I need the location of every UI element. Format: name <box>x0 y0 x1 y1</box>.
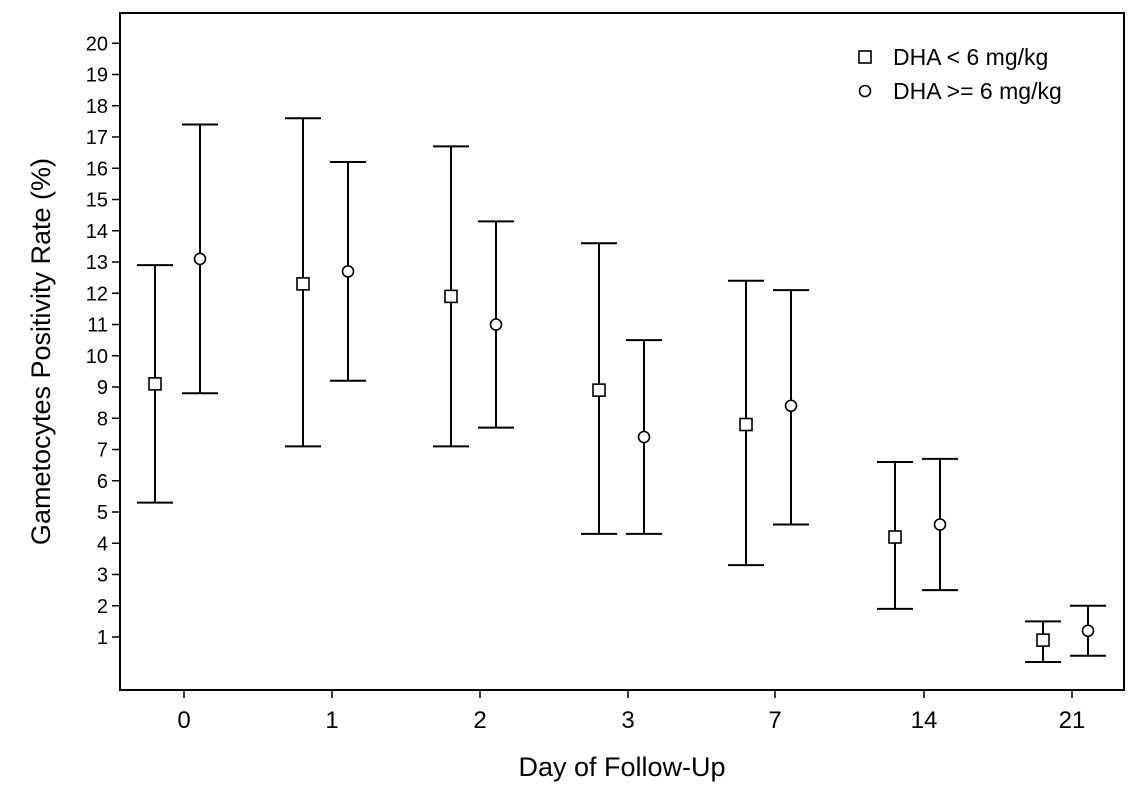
legend-label: DHA >= 6 mg/kg <box>893 78 1062 104</box>
y-tick-label: 10 <box>86 346 108 368</box>
y-tick-label: 6 <box>97 471 108 493</box>
data-point <box>193 252 207 266</box>
data-point <box>296 277 310 291</box>
legend-marker <box>858 50 872 64</box>
legend-marker <box>858 84 872 98</box>
y-tick-label: 3 <box>97 565 108 587</box>
plot-area <box>119 12 1125 691</box>
y-tick-label: 8 <box>97 408 108 430</box>
y-tick-label: 20 <box>86 33 108 55</box>
data-point <box>148 377 162 391</box>
y-tick-label: 2 <box>97 596 108 618</box>
y-tick-label: 12 <box>86 283 108 305</box>
x-axis-title: Day of Follow-Up <box>518 752 725 782</box>
y-tick-label: 19 <box>86 65 108 87</box>
data-point <box>637 430 651 444</box>
x-tick-label: 1 <box>325 707 338 734</box>
y-tick-label: 15 <box>86 190 108 212</box>
data-point <box>739 417 753 432</box>
y-tick-label: 13 <box>86 252 108 274</box>
series-2 <box>182 123 1106 657</box>
series-1 <box>137 117 1061 663</box>
plot-frame <box>119 12 1125 691</box>
y-axis-title: Gametocytes Positivity Rate (%) <box>26 158 56 545</box>
data-point <box>888 530 902 544</box>
y-tick-label: 14 <box>86 221 108 243</box>
data-point <box>489 318 503 331</box>
x-tick-label: 2 <box>473 707 486 734</box>
data-point <box>1081 624 1095 638</box>
data-point <box>784 399 798 413</box>
y-tick-label: 17 <box>86 127 108 149</box>
x-axis: 0 1 2 3 7 14 21 <box>177 690 1085 734</box>
y-tick-label: 11 <box>87 315 108 337</box>
y-tick-label: 16 <box>86 158 108 180</box>
y-tick-label: 5 <box>97 502 108 524</box>
data-point <box>933 518 947 531</box>
x-tick-label: 21 <box>1059 707 1086 734</box>
y-tick-label: 7 <box>97 440 108 462</box>
y-tick-label: 1 <box>97 627 108 649</box>
data-point <box>341 265 355 278</box>
y-tick-label: 9 <box>97 377 108 399</box>
x-tick-label: 14 <box>911 707 938 734</box>
x-tick-label: 7 <box>768 707 781 734</box>
legend-label: DHA < 6 mg/kg <box>893 44 1048 70</box>
y-tick-label: 4 <box>97 533 108 555</box>
x-tick-label: 3 <box>621 707 634 734</box>
legend: DHA < 6 mg/kg DHA >= 6 mg/kg <box>858 44 1062 104</box>
marks <box>137 117 1106 663</box>
data-point <box>444 289 458 304</box>
data-point <box>592 383 606 397</box>
y-tick-label: 18 <box>86 96 108 118</box>
data-point <box>1036 633 1050 647</box>
x-tick-label: 0 <box>177 707 190 734</box>
